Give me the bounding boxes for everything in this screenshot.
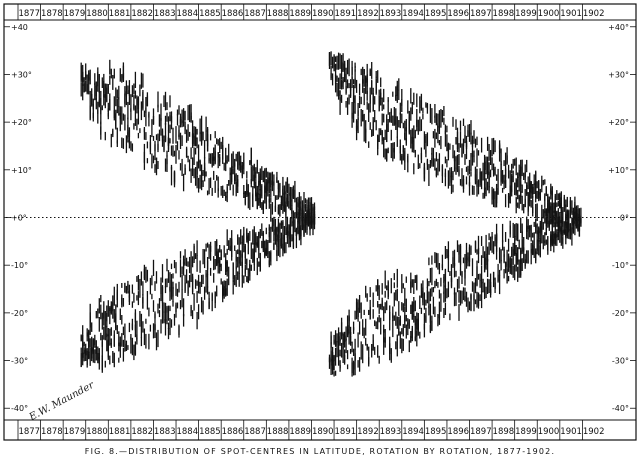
x-tick-label-bottom: 1897 <box>470 427 492 437</box>
x-tick-label-top: 1901 <box>560 9 582 19</box>
x-tick-label-top: 1897 <box>470 9 492 19</box>
y-tick-label-left: -10° <box>11 261 28 270</box>
x-tick-label-top: 1881 <box>109 9 131 19</box>
y-tick-label-right: -30° <box>612 357 629 366</box>
x-tick-label-top: 1898 <box>493 9 515 19</box>
y-tick-label-right: +40° <box>608 23 629 32</box>
x-tick-label-bottom: 1895 <box>425 427 447 437</box>
x-tick-label-top: 1895 <box>425 9 447 19</box>
x-tick-label-top: 1879 <box>64 9 86 19</box>
y-tick-label-right: +30° <box>608 70 629 79</box>
x-tick-label-bottom: 1899 <box>515 427 537 437</box>
x-tick-label-bottom: 1886 <box>222 427 244 437</box>
x-tick-label-top: 1880 <box>86 9 108 19</box>
x-tick-label-bottom: 1887 <box>244 427 266 437</box>
x-tick-label-top: 1888 <box>267 9 289 19</box>
x-tick-label-top: 1894 <box>402 9 424 19</box>
y-tick-label-right: -10° <box>612 261 629 270</box>
x-tick-label-bottom: 1896 <box>447 427 469 437</box>
x-tick-label-top: 1884 <box>176 9 198 19</box>
y-tick-label-right: +10° <box>608 166 629 175</box>
plot-frame <box>3 3 637 441</box>
y-tick-label-right: -20° <box>612 309 629 318</box>
x-tick-label-top: 1900 <box>538 9 560 19</box>
x-tick-label-top: 1886 <box>222 9 244 19</box>
x-tick-label-bottom: 1901 <box>560 427 582 437</box>
x-tick-label-top: 1896 <box>447 9 469 19</box>
x-tick-label-bottom: 1885 <box>199 427 221 437</box>
x-tick-label-bottom: 1888 <box>267 427 289 437</box>
x-tick-label-bottom: 1892 <box>357 427 379 437</box>
y-tick-label-left: -40° <box>11 404 28 413</box>
y-tick-label-right: +20° <box>608 118 629 127</box>
x-tick-label-top: 1883 <box>154 9 176 19</box>
x-tick-label-top: 1893 <box>380 9 402 19</box>
y-tick-label-right: 0° <box>620 214 629 223</box>
x-tick-label-bottom: 1882 <box>131 427 153 437</box>
x-tick-label-top: 1891 <box>335 9 357 19</box>
x-tick-label-top: 1885 <box>199 9 221 19</box>
x-tick-label-bottom: 1891 <box>335 427 357 437</box>
x-tick-label-bottom: 1884 <box>176 427 198 437</box>
y-tick-label-left: +30° <box>11 70 32 79</box>
x-tick-label-top: 1899 <box>515 9 537 19</box>
x-tick-label-top: 1889 <box>289 9 311 19</box>
x-tick-label-top: 1887 <box>244 9 266 19</box>
chart-title: FIG. 8.—DISTRIBUTION OF SPOT-CENTRES IN … <box>84 447 556 456</box>
x-tick-label-bottom: 1878 <box>41 427 63 437</box>
x-tick-label-top: 1878 <box>41 9 63 19</box>
y-tick-label-left: +20° <box>11 118 32 127</box>
x-tick-label-top: 1877 <box>18 9 40 19</box>
x-tick-label-top: 1890 <box>312 9 334 19</box>
x-tick-label-top: 1882 <box>131 9 153 19</box>
x-tick-label-bottom: 1879 <box>64 427 86 437</box>
y-tick-label-left: -30° <box>11 357 28 366</box>
y-tick-label-right: -40° <box>612 404 629 413</box>
x-tick-label-bottom: 1877 <box>18 427 40 437</box>
x-tick-label-bottom: 1898 <box>493 427 515 437</box>
x-tick-label-bottom: 1902 <box>583 427 605 437</box>
x-tick-label-bottom: 1894 <box>402 427 424 437</box>
y-tick-label-left: +10° <box>11 166 32 175</box>
x-tick-label-bottom: 1900 <box>538 427 560 437</box>
x-tick-label-bottom: 1890 <box>312 427 334 437</box>
x-tick-label-top: 1892 <box>357 9 379 19</box>
y-tick-label-left: -20° <box>11 309 28 318</box>
y-tick-label-left: +40 <box>11 23 28 32</box>
x-tick-label-bottom: 1881 <box>109 427 131 437</box>
x-tick-label-bottom: 1880 <box>86 427 108 437</box>
x-tick-label-top: 1902 <box>583 9 605 19</box>
x-tick-label-bottom: 1893 <box>380 427 402 437</box>
x-tick-label-bottom: 1889 <box>289 427 311 437</box>
x-tick-label-bottom: 1883 <box>154 427 176 437</box>
